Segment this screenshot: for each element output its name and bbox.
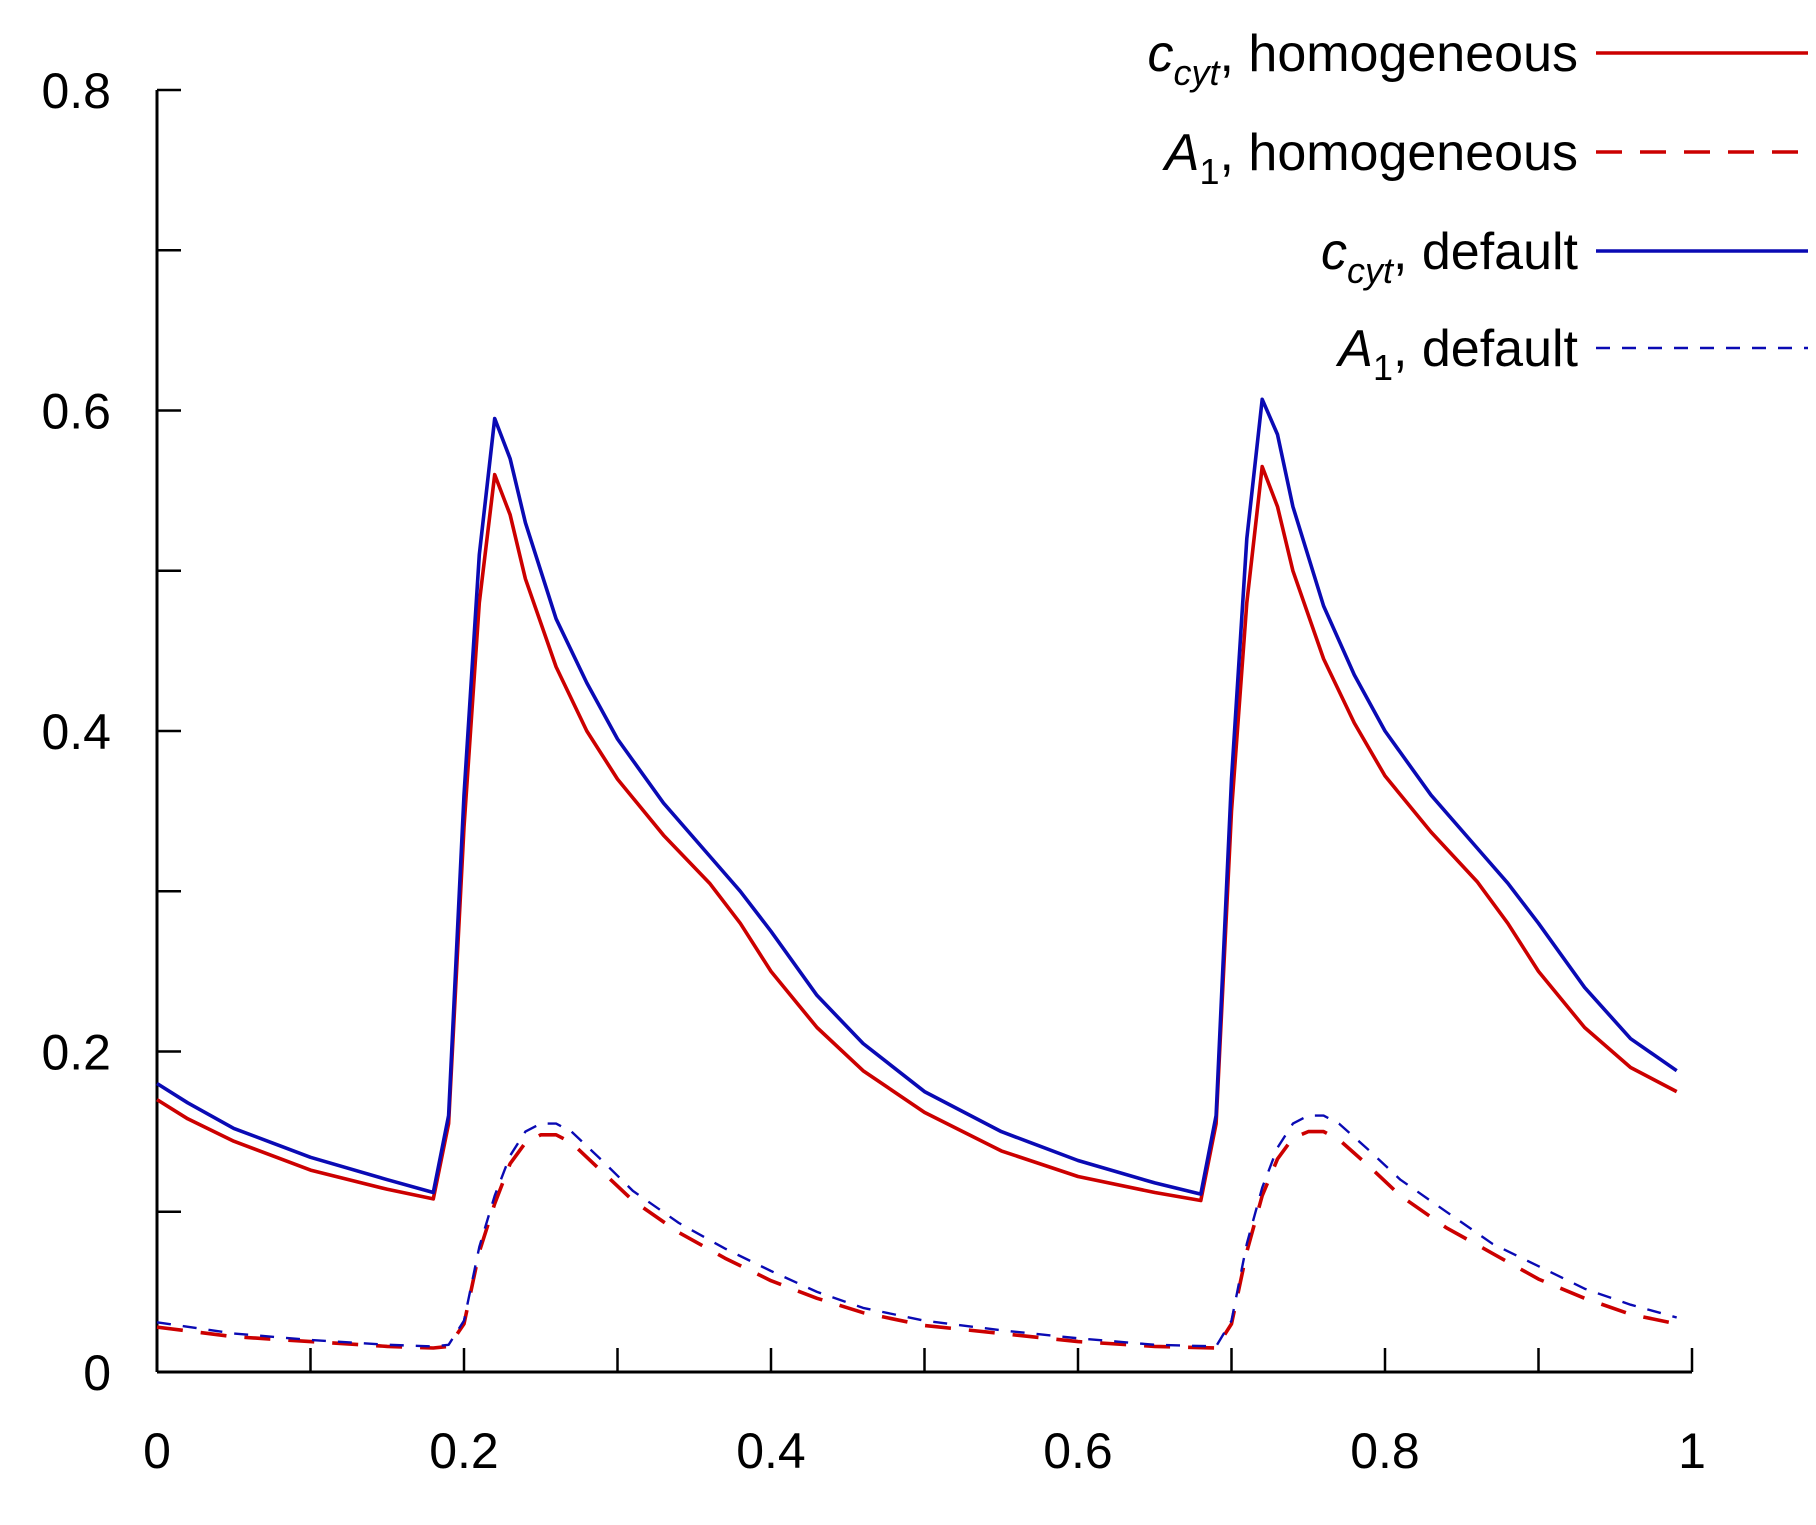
legend-entry-3: ccyt, default xyxy=(1321,223,1808,291)
x-tick-label: 0 xyxy=(143,1423,171,1479)
x-tick-label: 0.8 xyxy=(1350,1423,1420,1479)
axes: 0 0.2 0.4 0.6 0.8 1 0 0.2 0.4 0.6 0.8 xyxy=(41,63,1705,1479)
series-line-4 xyxy=(156,1114,1678,1348)
x-tick-label: 0.4 xyxy=(736,1423,806,1479)
legend-entry-2: A1, homogeneous xyxy=(1162,124,1808,192)
x-tick-label: 0.6 xyxy=(1043,1423,1113,1479)
legend-label: A1, default xyxy=(1335,320,1578,388)
legend-label: ccyt, homogeneous xyxy=(1147,25,1578,93)
legend-entry-1: ccyt, homogeneous xyxy=(1147,25,1808,93)
legend-label: A1, homogeneous xyxy=(1162,124,1578,192)
series-line-3 xyxy=(156,397,1678,1196)
y-tick-label: 0.6 xyxy=(41,384,111,440)
legend-label: ccyt, default xyxy=(1321,223,1579,291)
y-tick-label: 0.2 xyxy=(41,1025,111,1081)
x-tick-label: 1 xyxy=(1678,1423,1706,1479)
y-tick-label: 0 xyxy=(83,1345,111,1401)
series-layer xyxy=(156,397,1678,1350)
x-tick-label: 0.2 xyxy=(429,1423,499,1479)
legend: ccyt, homogeneous A1, homogeneous ccyt, de… xyxy=(1147,25,1808,388)
legend-entry-4: A1, default xyxy=(1335,320,1808,388)
series-line-2 xyxy=(156,1129,1678,1350)
y-tick-label: 0.4 xyxy=(41,704,111,760)
series-line-1 xyxy=(156,464,1678,1203)
y-tick-label: 0.8 xyxy=(41,63,111,119)
